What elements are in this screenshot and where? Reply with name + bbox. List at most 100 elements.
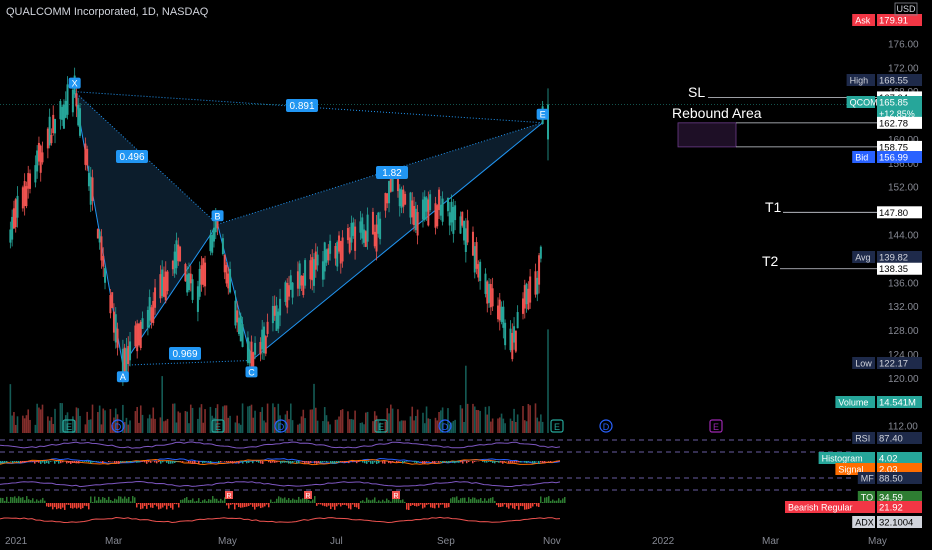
macd-histogram-bar	[42, 461, 44, 463]
oscillator-bar	[248, 503, 250, 507]
macd-histogram-bar	[474, 461, 476, 462]
candle-body	[363, 229, 366, 243]
volume-bar	[59, 403, 62, 433]
indicator-tag-value: 88.50	[879, 474, 903, 485]
volume-bar	[338, 416, 340, 433]
oscillator-bar	[172, 503, 174, 510]
ratio-label	[376, 166, 408, 179]
volume-bar	[23, 418, 26, 433]
high-tag-label: High	[850, 76, 869, 86]
oscillator-bar	[106, 499, 108, 503]
earnings-marker	[374, 419, 388, 433]
oscillator-bar	[382, 499, 384, 503]
volume-bar	[316, 420, 319, 433]
macd-histogram-bar	[502, 461, 504, 464]
divergence-text: R	[393, 493, 398, 500]
oscillator-bar	[424, 503, 426, 508]
oscillator-bar	[294, 499, 296, 503]
oscillator-bar	[40, 499, 42, 503]
volume-bar	[329, 424, 331, 433]
volume-bar	[323, 407, 326, 433]
oscillator-bar	[498, 503, 500, 508]
oscillator-bar	[378, 500, 380, 503]
volume-bar	[200, 404, 203, 433]
t1-tag-value: 147.80	[879, 208, 908, 219]
oscillator-bar	[134, 497, 136, 503]
oscillator-bar	[182, 499, 184, 503]
volume-bar	[454, 419, 456, 433]
oscillator-bar	[42, 497, 44, 503]
volume-bar	[511, 420, 514, 433]
volume-bar	[365, 412, 367, 433]
macd-histogram-bar	[114, 461, 116, 463]
high-tag-label-bg	[846, 74, 875, 86]
macd-histogram-bar	[412, 461, 414, 462]
oscillator-bar	[450, 498, 452, 503]
macd-histogram-bar	[252, 461, 254, 464]
candle-body	[237, 317, 240, 335]
oscillator-bar	[552, 499, 554, 503]
oscillator-bar	[354, 503, 356, 507]
oscillator-bar	[110, 500, 112, 503]
macd-histogram-bar	[516, 461, 518, 463]
indicator-tag-value-bg	[877, 501, 922, 513]
qcom-tag-value: 165.85	[879, 98, 908, 109]
oscillator-bar	[348, 503, 350, 509]
macd-histogram-bar	[44, 461, 46, 464]
candle-body	[198, 268, 201, 297]
candle-body	[471, 231, 474, 256]
volume-bar	[86, 411, 88, 433]
oscillator-bar	[76, 503, 78, 509]
currency-badge	[894, 2, 918, 16]
oscillator-bar	[466, 501, 468, 503]
macd-histogram-bar	[376, 461, 378, 464]
oscillator-bar	[542, 501, 544, 503]
macd-histogram-bar	[26, 461, 28, 463]
oscillator-bar	[376, 501, 378, 503]
candle-body	[309, 260, 312, 280]
volume-bar	[9, 384, 12, 433]
volume-bar	[116, 414, 119, 433]
candle-body	[225, 265, 228, 284]
macd-histogram-bar	[532, 461, 534, 464]
pivot-label-text: A	[120, 372, 126, 382]
macd-histogram-bar	[482, 461, 484, 462]
oscillator-bar	[288, 498, 290, 503]
candle-body	[141, 318, 144, 329]
macd-histogram-bar	[18, 461, 20, 463]
volume-bar	[311, 409, 314, 433]
oscillator-bar	[338, 503, 340, 505]
oscillator-bar	[278, 496, 280, 503]
macd-histogram-bar	[190, 461, 192, 463]
volume-bar	[125, 417, 128, 433]
oscillator-bar	[192, 498, 194, 503]
oscillator-bar	[458, 500, 460, 503]
macd-histogram-bar	[174, 461, 176, 463]
oscillator-bar	[432, 503, 434, 508]
oscillator-bar	[178, 503, 180, 508]
candle-body	[209, 234, 212, 252]
volume-bar	[527, 403, 530, 433]
oscillator-bar	[420, 503, 422, 505]
volume-bar	[484, 406, 487, 433]
candle-body	[75, 93, 78, 107]
oscillator-bar	[262, 503, 264, 508]
harmonic-ratio-line	[74, 91, 218, 225]
macd-histogram-bar	[238, 461, 240, 464]
candle-body	[463, 220, 466, 241]
volume-bar	[209, 406, 212, 433]
volume-bar	[88, 419, 90, 433]
oscillator-bar	[404, 501, 406, 503]
oscillator-bar	[332, 503, 334, 507]
macd-histogram-bar	[306, 461, 308, 463]
candle-body	[264, 336, 267, 354]
marker-text: D	[442, 422, 449, 432]
macd-histogram-bar	[34, 461, 36, 464]
macd-histogram-bar	[378, 461, 380, 464]
oscillator-bar	[86, 503, 88, 507]
candle-body	[391, 176, 394, 192]
macd-histogram-bar	[404, 461, 406, 463]
oscillator-bar	[78, 503, 80, 508]
volume-bar	[298, 423, 301, 433]
